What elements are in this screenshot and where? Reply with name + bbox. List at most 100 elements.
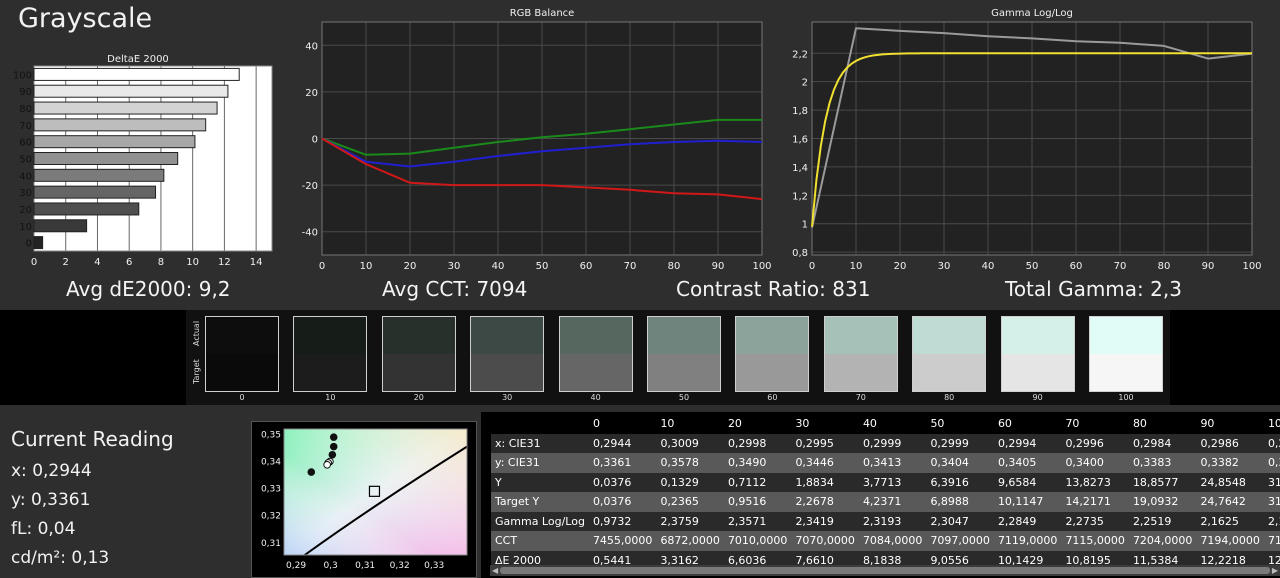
swatch-10: [293, 316, 368, 392]
target-side-label: Target: [192, 359, 201, 384]
table-cell: 0,3404: [926, 453, 994, 473]
x-tick-label: 70: [1114, 261, 1127, 272]
series-line-2: [321, 137, 763, 201]
column-header: 80: [1132, 417, 1147, 431]
column-header: 60: [997, 417, 1012, 431]
table-cell: 0,2944: [588, 433, 657, 453]
swatch-label: 50: [678, 393, 690, 402]
actual-side-label: Actual: [192, 320, 201, 346]
table-cell: 0,2995: [791, 433, 859, 453]
swatch-target: [824, 354, 897, 391]
swatch-label: 30: [502, 393, 513, 402]
x-tick-label: 0,33: [424, 561, 444, 571]
swatch-20: [381, 316, 456, 392]
bar-0: [33, 236, 44, 250]
swatch-30: [470, 316, 545, 392]
y-tick-label: -20: [302, 181, 318, 192]
swatch-actual: [648, 317, 720, 354]
table-cell: 0,2999: [926, 433, 994, 453]
x-tick-label: 10: [850, 261, 863, 272]
swatch-label: 80: [944, 393, 955, 402]
measured-point-0: [307, 468, 316, 476]
chart-title: Gamma Log/Log: [991, 8, 1073, 19]
table-row[interactable]: x: CIE31 0,2944 0,3009 0,2998 0,2995 0,2999 0,…: [491, 433, 1280, 453]
table-cell: 3,7713: [858, 472, 927, 492]
table-horizontal-scrollbar[interactable]: ◀ ▶: [490, 565, 1280, 576]
table-cell: 2,2849: [993, 511, 1062, 531]
y-tick-label: 70: [19, 121, 32, 132]
scroll-right-icon[interactable]: ▶: [1271, 566, 1278, 575]
scroll-thumb[interactable]: [500, 567, 1270, 574]
x-tick-label: 0,29: [286, 561, 306, 571]
table-cell: 0,0376: [588, 492, 657, 512]
table-cell: 0,9516: [723, 492, 792, 512]
y-tick-label: 40: [305, 41, 318, 52]
table-cell: 0,3405: [993, 453, 1062, 473]
plot-border: [811, 21, 1253, 256]
reading-y: y: 0,3361: [11, 490, 91, 510]
table-row[interactable]: Target Y 0,0376 0,2365 0,9516 2,2678 4,2371 6,…: [491, 492, 1280, 512]
reading-cdm2: cd/m²: 0,13: [11, 548, 110, 568]
scroll-left-icon[interactable]: ◀: [492, 566, 499, 575]
table-cell: 2,1625: [1196, 511, 1264, 531]
table-row[interactable]: CCT 7455,0000 6872,0000 7010,0000 7070,0000 7…: [491, 531, 1280, 551]
table-row[interactable]: Y 0,0376 0,1329 0,7112 1,8834 3,7713 6,3916 9,6…: [491, 472, 1280, 492]
x-tick-label: 50: [536, 261, 549, 272]
table-row[interactable]: Gamma Log/Log 0,9732 2,3759 2,3571 2,3419 2,3…: [491, 511, 1280, 531]
table-cell: 31,249: [1263, 492, 1280, 512]
series-line-1: [321, 137, 763, 168]
gamma-chart: Gamma Log/Log 0 10 20 30 40 50 60 70 80 90 100 2,2 2 1…: [792, 8, 1261, 272]
table-cell: 2,3419: [791, 511, 859, 531]
bar-60: [33, 135, 196, 149]
swatch-actual: [913, 317, 986, 354]
table-corner: [491, 414, 589, 434]
x-tick-label: 100: [752, 261, 771, 272]
y-tick-label: 1,2: [792, 191, 808, 202]
table-cell: 6,8988: [926, 492, 994, 512]
swatch-area: Actual Target 0 10 20 30 40 50 60 70 80 90 100: [186, 310, 1170, 405]
measured-point-2: [329, 442, 338, 451]
swatch-actual: [206, 317, 278, 354]
table-cell: 2,2735: [1061, 511, 1129, 531]
table-cell: 0,3382: [1196, 453, 1264, 473]
x-tick-label: 0: [319, 261, 325, 272]
x-tick-label: 80: [1158, 261, 1171, 272]
table-cell: 0,2365: [656, 492, 724, 512]
bar-30: [33, 185, 157, 199]
x-tick-label: 20: [894, 261, 907, 272]
total-gamma-summary: Total Gamma: 2,3: [1005, 277, 1182, 301]
cie-chromaticity-chart: 0,29 0,3 0,31 0,32 0,33 0,35 0,34 0,33 0,32 0,31: [261, 428, 468, 571]
table-cell: 0,3361: [588, 453, 657, 473]
swatch-70: [823, 316, 898, 392]
table-cell: 7194,0000: [1196, 531, 1264, 551]
y-tick-label: 2: [802, 78, 808, 89]
table-cell: 6872,0000: [656, 531, 724, 551]
table-cell: 7070,0000: [791, 531, 859, 551]
row-label: Target Y: [491, 492, 589, 512]
table-cell: 13,8273: [1061, 472, 1129, 492]
bar-70: [33, 118, 207, 132]
table-cell: 0,2986: [1196, 433, 1264, 453]
swatch-actual: [824, 317, 897, 354]
x-tick-label: 4: [94, 257, 100, 268]
table-cell: 0,1329: [656, 472, 724, 492]
column-header: 50: [930, 417, 945, 431]
x-tick-label: 6: [126, 257, 132, 268]
row-label: Y: [491, 472, 589, 492]
x-tick-label: 80: [668, 261, 681, 272]
y-tick-label: 0: [312, 135, 318, 146]
readings-table-panel[interactable]: 0 10 20 30 40 50 60 70 80 90 100 x: CIE310,29440,30…: [481, 412, 1280, 578]
y-tick-label: 40: [19, 171, 32, 182]
y-tick-label: 50: [19, 155, 32, 166]
avg-de-summary: Avg dE2000: 9,2: [66, 277, 231, 301]
x-tick-label: 14: [250, 257, 263, 268]
row-label: y: CIE31: [491, 453, 589, 473]
x-tick-label: 50: [1026, 261, 1039, 272]
table-cell: 0,2984: [1128, 433, 1197, 453]
y-tick-label: 10: [19, 222, 32, 233]
column-header: 100: [1267, 417, 1280, 431]
table-row[interactable]: y: CIE31 0,3361 0,3578 0,3490 0,3446 0,3413 0,…: [491, 453, 1280, 473]
table-cell: 0,2994: [993, 433, 1062, 453]
swatch-0: [205, 316, 279, 392]
